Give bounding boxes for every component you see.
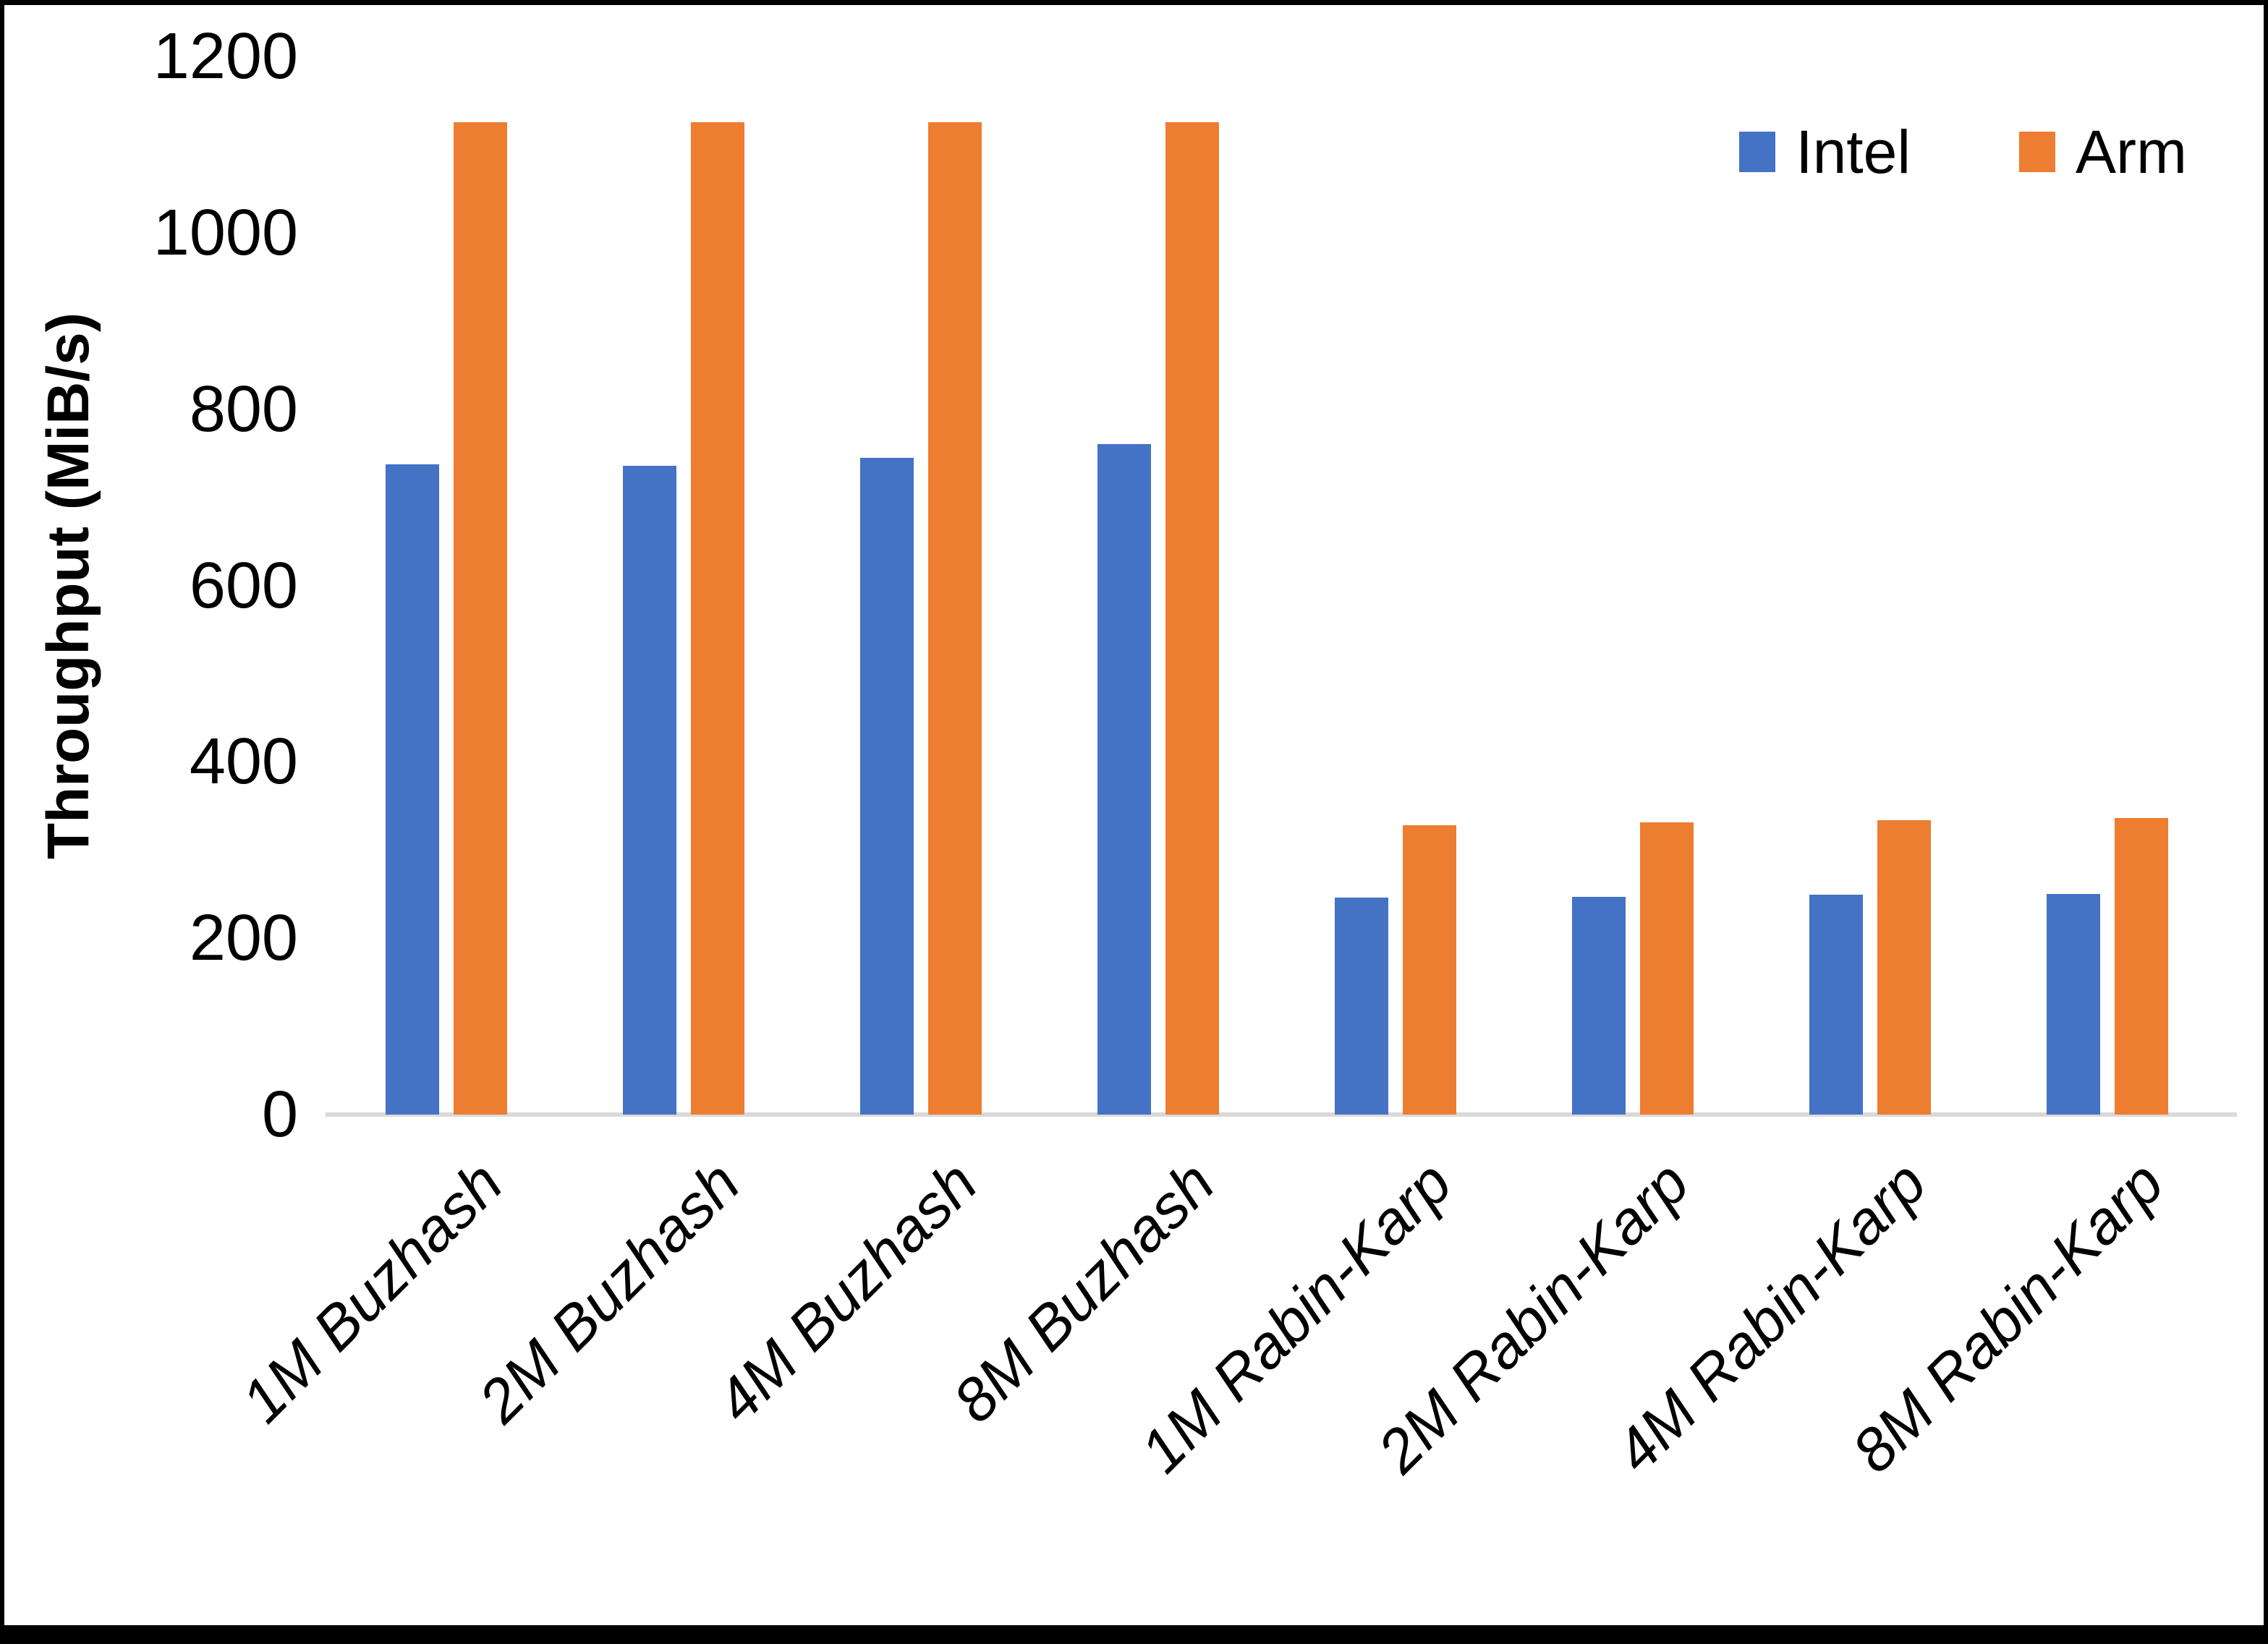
bar-arm-6 [1640,822,1694,1115]
legend-label: Arm [2076,118,2187,186]
y-axis-title: Throughput (MiB/s) [35,312,101,860]
y-tick-label: 1000 [153,196,298,269]
legend-item-intel: Intel [1739,122,1911,182]
bar-arm-1 [454,122,507,1115]
y-tick-label: 0 [261,1078,298,1151]
bar-arm-8 [2115,818,2168,1115]
bar-intel-3 [860,457,914,1115]
bar-intel-6 [1572,896,1626,1115]
bar-arm-3 [928,122,982,1115]
legend-swatch-intel [1739,132,1776,172]
frame-border-right [2264,0,2268,1644]
bar-arm-5 [1403,825,1456,1115]
y-tick-label: 400 [189,725,298,798]
legend-item-arm: Arm [2019,122,2187,182]
y-tick-label: 200 [189,902,298,975]
y-tick-label: 600 [189,549,298,622]
y-tick-label: 800 [189,372,298,446]
frame-border-bottom [0,1625,2268,1644]
bar-intel-1 [386,464,439,1115]
bar-intel-4 [1097,444,1151,1115]
bar-arm-7 [1877,819,1931,1115]
bar-intel-7 [1809,895,1863,1115]
legend-label: Intel [1796,118,1911,186]
bar-intel-5 [1335,898,1388,1115]
frame-border-left [0,0,4,1644]
x-axis-line [326,1112,2237,1117]
y-tick-label: 1200 [153,20,298,93]
frame-border-top [0,0,2268,5]
legend: Intel Arm [1739,122,2187,182]
bar-intel-2 [623,465,676,1115]
bar-intel-8 [2047,894,2100,1115]
bar-arm-2 [691,122,744,1115]
bar-arm-4 [1165,122,1219,1115]
legend-swatch-arm [2019,132,2056,172]
